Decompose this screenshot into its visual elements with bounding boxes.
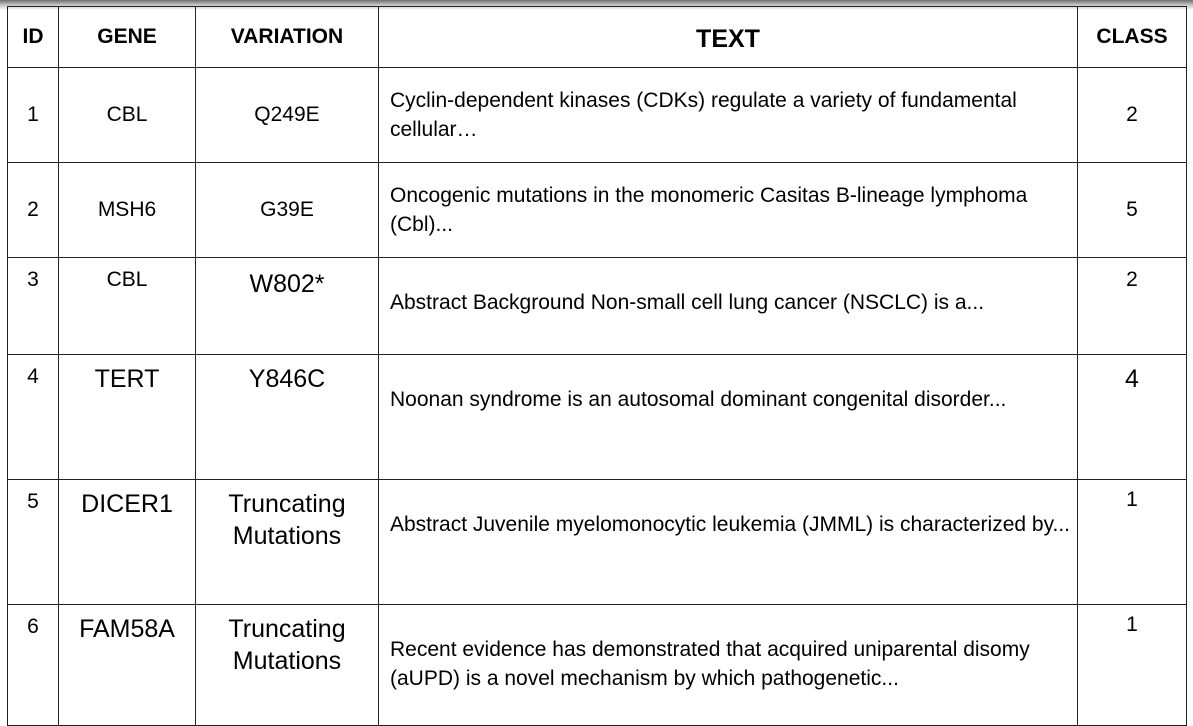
header-variation: VARIATION <box>195 6 379 68</box>
cell-class: 4 <box>1077 354 1187 480</box>
cell-variation: Truncating Mutations <box>195 479 379 605</box>
cell-variation: Truncating Mutations <box>195 604 379 726</box>
cell-variation: W802* <box>195 257 379 355</box>
cell-id: 5 <box>7 479 59 605</box>
cell-id: 4 <box>7 354 59 480</box>
cell-text: Oncogenic mutations in the monomeric Cas… <box>378 162 1078 258</box>
table-row: 6 FAM58A Truncating Mutations Recent evi… <box>7 604 1187 726</box>
cell-variation: G39E <box>195 162 379 258</box>
cell-variation: Q249E <box>195 67 379 163</box>
cell-text: Abstract Juvenile myelomonocytic leukemi… <box>378 479 1078 605</box>
table-row: 1 CBL Q249E Cyclin-dependent kinases (CD… <box>7 67 1187 163</box>
cell-text: Noonan syndrome is an autosomal dominant… <box>378 354 1078 480</box>
cell-class: 2 <box>1077 257 1187 355</box>
cell-variation: Y846C <box>195 354 379 480</box>
cell-class: 1 <box>1077 604 1187 726</box>
top-shadow <box>0 0 1193 10</box>
cell-id: 3 <box>7 257 59 355</box>
cell-gene: TERT <box>58 354 196 480</box>
table-row: 5 DICER1 Truncating Mutations Abstract J… <box>7 479 1187 605</box>
cell-gene: CBL <box>58 67 196 163</box>
cell-class: 1 <box>1077 479 1187 605</box>
header-text: TEXT <box>378 6 1078 68</box>
cell-id: 6 <box>7 604 59 726</box>
cell-gene: MSH6 <box>58 162 196 258</box>
cell-id: 1 <box>7 67 59 163</box>
header-gene: GENE <box>58 6 196 68</box>
cell-text: Cyclin-dependent kinases (CDKs) regulate… <box>378 67 1078 163</box>
cell-gene: FAM58A <box>58 604 196 726</box>
header-row: ID GENE VARIATION TEXT CLASS <box>7 6 1187 68</box>
cell-id: 2 <box>7 162 59 258</box>
cell-text: Recent evidence has demonstrated that ac… <box>378 604 1078 726</box>
header-class: CLASS <box>1077 6 1187 68</box>
cell-gene: CBL <box>58 257 196 355</box>
cell-text: Abstract Background Non-small cell lung … <box>378 257 1078 355</box>
cell-class: 5 <box>1077 162 1187 258</box>
table-row: 3 CBL W802* Abstract Background Non-smal… <box>7 257 1187 355</box>
header-id: ID <box>7 6 59 68</box>
table-row: 4 TERT Y846C Noonan syndrome is an autos… <box>7 354 1187 480</box>
table-row: 2 MSH6 G39E Oncogenic mutations in the m… <box>7 162 1187 258</box>
cell-class: 2 <box>1077 67 1187 163</box>
data-table: ID GENE VARIATION TEXT CLASS 1 CBL Q249E… <box>7 6 1187 726</box>
cell-gene: DICER1 <box>58 479 196 605</box>
